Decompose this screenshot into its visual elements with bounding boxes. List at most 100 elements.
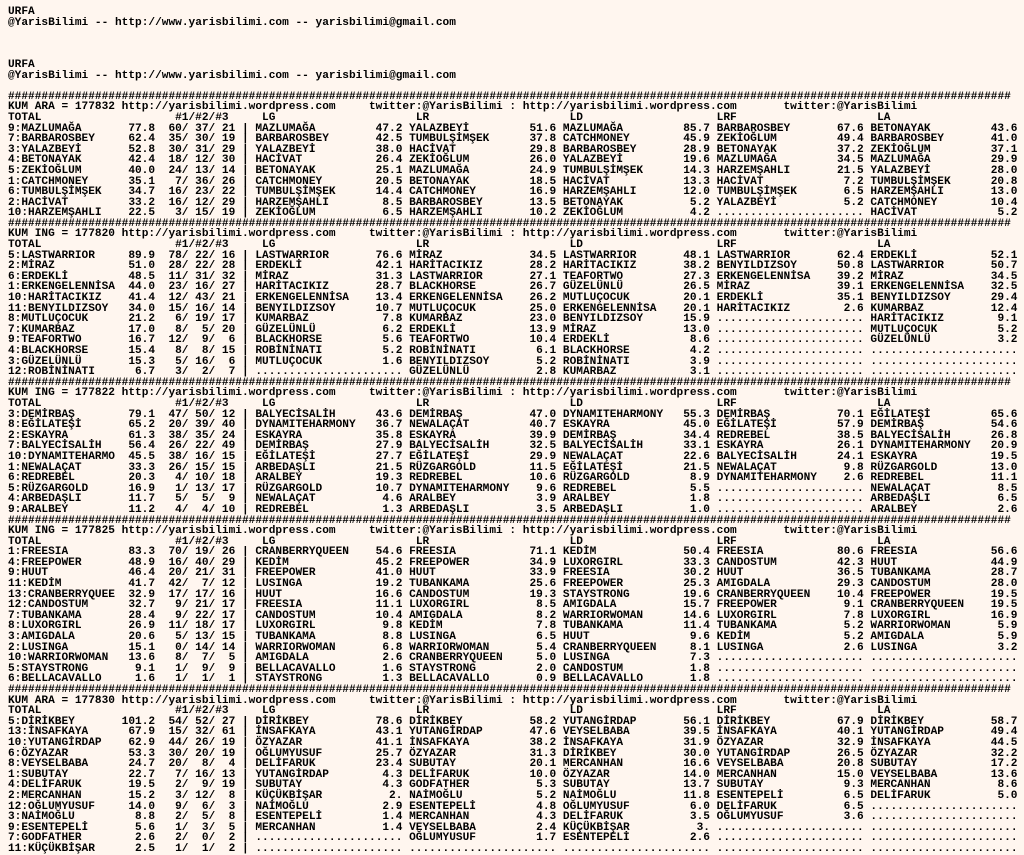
la-score: 32.5: [990, 281, 1018, 294]
la-score: 6.5: [997, 493, 1018, 506]
lr-horse-name: LUXORGIRL: [409, 599, 470, 612]
ld-score: 27.3: [683, 270, 710, 283]
column-divider: |: [241, 832, 249, 845]
pick-counts: 7/ 36/ 26: [168, 175, 236, 188]
ld-horse-name: REDREBEL: [562, 482, 617, 495]
table-row: 5:RÜZGARGOLD 16.9 1/ 13/ 17 | RÜZGARGOLD 10.…: [8, 482, 1018, 495]
joiner-colon: :: [509, 101, 517, 114]
table-row: 2:HACİVAT 33.2 16/ 12/ 29 | HARZEMŞAHLI 8.5 BA…: [8, 197, 1018, 209]
lg-score: 43.1: [375, 726, 403, 739]
total-horse-name: 8:VEYSELBABA: [8, 758, 89, 771]
lg-horse-name: BARBAROSBEY: [255, 133, 329, 146]
lrf-horse-name: HACİVAT: [716, 175, 764, 188]
total-horse-name: 6:TUMBULŞİMŞEK: [8, 186, 102, 199]
lrf-horse-name: TUBANKAMA: [716, 620, 777, 633]
lr-horse-name: DİRİKBEY: [409, 715, 463, 728]
column-la: LA: [877, 535, 891, 548]
total-horse-name: 7:GODFATHER: [8, 832, 82, 845]
lrf-horse-name: DİRİKBEY: [716, 715, 771, 728]
ld-score: 15.9: [683, 313, 710, 326]
lg-horse-name: CATCHMONEY: [255, 175, 323, 188]
column-ld: LD: [569, 705, 583, 718]
ld-horse-name: MUTLUÇOCUK: [562, 292, 630, 305]
column-divider: |: [241, 620, 249, 633]
lg-score: 16.6: [375, 588, 403, 601]
lg-horse-name: KUMARBAZ: [255, 313, 309, 326]
lr-score: 20.1: [529, 758, 557, 771]
total-score: 41.4: [128, 292, 156, 305]
total-score: 15.3: [128, 355, 156, 368]
lr-horse-name: İNSAFKAYA: [409, 736, 470, 749]
empty-slot: ......................: [870, 673, 1018, 686]
lr-score: 10.0: [529, 768, 557, 781]
la-score: 5.9: [997, 620, 1018, 633]
lr-horse-name: GÜZELÜNLÜ: [409, 366, 470, 379]
table-row: 13:CRANBERRYQUEE 32.9 17/ 17/ 16 | HUUT 16.6 C…: [8, 588, 1018, 601]
lr-horse-name: NAİMOĞLU: [409, 789, 463, 802]
lr-horse-name: AMIGDALA: [409, 609, 463, 622]
column-header: TOTAL #1/#2/#3 LG LR LD LRF LA: [8, 706, 1018, 717]
lg-horse-name: FREEPOWER: [255, 567, 316, 580]
column-divider: |: [241, 323, 249, 336]
ld-horse-name: TEAFORTWO: [562, 270, 624, 283]
lrf-score: 40.1: [836, 726, 864, 739]
lr-score: 5.3: [536, 779, 557, 792]
lg-horse-name: YUTANGİRDAP: [255, 768, 329, 781]
lg-horse-name: STAYSTRONG: [255, 673, 323, 686]
lrf-horse-name: BETONAYAK: [716, 143, 777, 156]
lr-horse-name: BELLACAVALLO: [409, 673, 490, 686]
lrf-horse-name: ZEKİOĞLUM: [716, 133, 777, 146]
la-score: 28.0: [990, 164, 1018, 177]
pick-counts: 3/ 12/ 8: [168, 789, 236, 802]
lg-score: 1.6: [382, 662, 403, 675]
pick-counts: 8/ 7/ 5: [168, 652, 236, 665]
lr-score: 2.4: [536, 821, 557, 834]
pick-counts: 5/ 13/ 15: [168, 631, 236, 644]
lg-horse-name: ERDEKLİ: [255, 260, 303, 273]
table-row: 2:MİRAZ 51.0 28/ 22/ 28 | ERDEKLİ 42.1 HARİTAC…: [8, 261, 1018, 272]
lr-horse-name: STAYSTRONG: [409, 662, 476, 675]
lr-score: 18.5: [529, 175, 557, 188]
lr-horse-name: RÜZGARGOLD: [409, 461, 476, 474]
contact-line: @YarisBilimi -- http://www.yarisbilimi.c…: [8, 69, 456, 82]
table-row: 5:LASTWARRIOR 89.9 78/ 22/ 16 | LASTWARRIOR 7…: [8, 249, 1018, 262]
pick-counts: 8/ 5/ 20: [168, 323, 236, 336]
lrf-horse-name: YUTANGİRDAP: [716, 747, 791, 760]
total-score: 89.9: [128, 249, 156, 262]
pick-counts: 9/ 6/ 3: [168, 800, 236, 813]
ld-score: 30.2: [683, 567, 710, 580]
total-score: 48.5: [128, 270, 156, 283]
total-horse-name: 3:AMIGDALA: [8, 631, 75, 644]
column-divider: |: [241, 726, 249, 739]
lg-score: 36.7: [375, 419, 403, 432]
pick-counts: 30/ 31/ 29: [168, 143, 236, 156]
la-horse-name: AMIGDALA: [870, 631, 924, 644]
total-horse-name: 11:KEDİM: [8, 578, 62, 591]
column-divider: |: [241, 175, 249, 188]
total-score: 13.6: [128, 652, 156, 665]
lr-score: 71.1: [529, 546, 557, 559]
race-title: KUM ING = 177820: [8, 228, 115, 241]
total-score: 42.4: [128, 154, 156, 167]
total-horse-name: 9:ESENTEPELİ: [8, 821, 89, 834]
table-row: 1:SUBUTAY 22.7 7/ 16/ 13 | YUTANGİRDAP 4.3 DE…: [8, 768, 1018, 781]
table-row: 10:HARZEMŞAHLI 22.5 3/ 15/ 19 | ZEKİOĞLUM 6.…: [8, 208, 1018, 219]
total-horse-name: 10:HARİTACIKIZ: [8, 292, 102, 305]
la-score: 12.4: [990, 302, 1018, 315]
la-score: 19.5: [990, 588, 1018, 601]
lg-horse-name: MAZLUMAĞA: [255, 122, 316, 135]
column-divider: |: [241, 302, 249, 315]
lr-score: 1.7: [536, 832, 557, 845]
ld-horse-name: DİRİKBEY: [562, 747, 617, 760]
lr-horse-name: MERCANHAN: [409, 811, 470, 824]
la-horse-name: MUTLUÇOCUK: [870, 323, 938, 336]
column-lg: LG: [262, 535, 276, 548]
pick-counts: 15/ 16/ 14: [168, 302, 236, 315]
lrf-score: 26.1: [836, 440, 864, 453]
table-row: 7:TUBANKAMA 28.4 9/ 22/ 17 | CANDOSTUM 10.4 A…: [8, 609, 1018, 622]
la-horse-name: LUXORGIRL: [870, 609, 931, 622]
lr-horse-name: ESKAYRA: [409, 429, 456, 442]
total-score: 40.0: [128, 164, 156, 177]
column-divider: |: [241, 588, 249, 601]
ld-horse-name: ESKAYRA: [562, 419, 610, 432]
